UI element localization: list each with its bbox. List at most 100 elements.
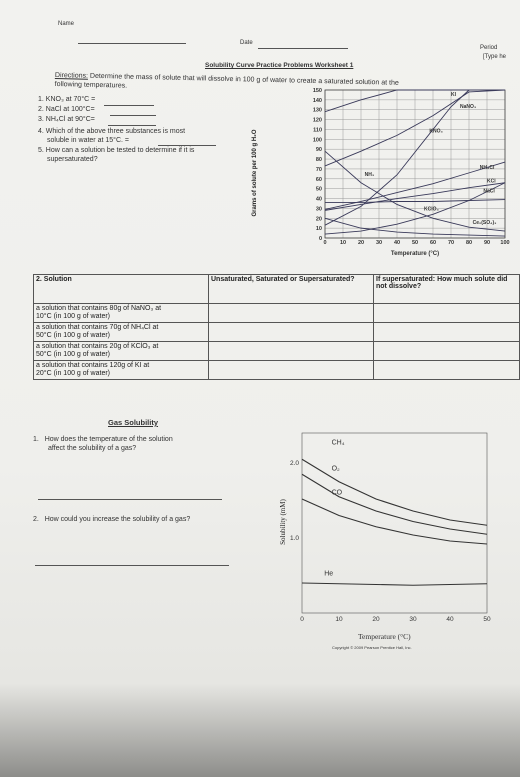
x-tick-label: 30 [376, 240, 382, 246]
series-line-kclo [324, 182, 506, 235]
answer-cell[interactable] [208, 360, 374, 380]
gas-solubility-chart: 1.0 2.0 0 10 20 30 40 50 CH₄ O₂ CO He [290, 432, 491, 623]
series-label-nacl: NaCl [483, 189, 495, 195]
y-tick-label: 150 [313, 88, 322, 94]
question-1: KNO₃ at 70°C = [45, 96, 96, 103]
answer-cell[interactable] [373, 322, 520, 342]
y-tick-label: 20 [316, 216, 322, 222]
table-cell-solution: a solution that contains 20g of KClO₃ at… [33, 341, 209, 361]
y-tick-label: 30 [316, 206, 322, 212]
x-tick-label: 70 [448, 240, 454, 246]
y-tick-label: 100 [313, 137, 322, 143]
date-blank [258, 48, 348, 49]
y-tick-label: 90 [316, 147, 322, 153]
series-label-co: CO [332, 490, 343, 497]
y-tick-label: 70 [316, 167, 322, 173]
series-label-ce-so: Ce₂(SO₄)₃ [473, 220, 498, 226]
x-axis-label: Temperature (°C) [391, 251, 439, 257]
table-row: a solution that contains 70g of NH₄Cl at… [33, 322, 520, 342]
x-tick-label: 50 [412, 240, 418, 246]
answer-blank-1 [104, 105, 154, 106]
directions-label: Directions: [54, 72, 89, 80]
series-label-kcl: KCl [487, 179, 496, 185]
x-tick-label: 100 [500, 240, 509, 246]
type-label: [Type he [483, 54, 507, 60]
name-blank [78, 43, 186, 44]
series-line-ch [301, 458, 488, 526]
series-label-kclo: KClO₃ [424, 206, 440, 212]
question-3: NH₄Cl at 90°C= [45, 116, 95, 123]
answer-blank-3 [108, 125, 156, 126]
series-line-nacl [325, 199, 506, 203]
y-tick-label: 2.0 [290, 460, 299, 467]
question-2: NaCl at 100°C= [45, 106, 95, 113]
gas-answer-blank-1[interactable] [38, 499, 222, 500]
table-row: a solution that contains 80g of NaNO₃ at… [33, 303, 520, 323]
series-label-ch: CH₄ [332, 439, 345, 446]
table-row: a solution that contains 120g of KI at 20… [33, 360, 520, 380]
date-label: Date [240, 40, 253, 46]
series-label-nh-cl: NH₄Cl [480, 165, 495, 171]
series-line-nano [324, 89, 506, 167]
gas-answer-blank-2[interactable] [35, 565, 229, 566]
table-cell-solution: a solution that contains 80g of NaNO₃ at… [33, 303, 209, 323]
solution-table: 2. Solution Unsaturated, Saturated or Su… [33, 274, 520, 380]
answer-cell[interactable] [208, 341, 374, 361]
answer-blank-4 [158, 145, 216, 146]
y-tick-label: 10 [316, 226, 322, 232]
x-tick-label: 10 [340, 240, 346, 246]
series-label-he: He [324, 571, 333, 578]
answer-cell[interactable] [373, 303, 520, 323]
y-tick-label: 60 [316, 177, 322, 183]
table-cell-solution: a solution that contains 120g of KI at 20… [33, 360, 209, 380]
y-tick-label: 40 [316, 197, 322, 203]
table-header-excess: If supersaturated: How much solute did n… [373, 274, 520, 304]
name-label: Name [58, 21, 75, 27]
series-label-nh: NH₃ [365, 172, 375, 178]
gas-question-1: 1. How does the temperature of the solut… [33, 436, 173, 443]
table-row: a solution that contains 20g of KClO₃ at… [33, 341, 520, 361]
question-5: How can a solution be tested to determin… [45, 147, 195, 154]
answer-cell[interactable] [373, 360, 520, 380]
y-tick-label: 80 [316, 157, 322, 163]
y-tick-label: 1.0 [290, 535, 299, 542]
gas-question-2: 2. How could you increase the solubility… [33, 516, 191, 523]
y-tick-label: 50 [316, 187, 322, 193]
gas-section-title: Gas Solubility [108, 418, 159, 427]
series-label-nano: NaNO₃ [460, 104, 477, 110]
plot-frame [301, 432, 488, 614]
gas-question-1-line-2: affect the solubility of a gas? [48, 445, 137, 452]
x-tick-label: 30 [409, 616, 417, 623]
table-header-row: 2. Solution Unsaturated, Saturated or Su… [33, 274, 520, 304]
x-tick-label: 40 [394, 240, 400, 246]
table-header-saturation: Unsaturated, Saturated or Supersaturated… [208, 274, 374, 304]
series-line-nh [324, 150, 506, 232]
question-4-line-2: soluble in water at 15°C. = [47, 137, 129, 144]
chart1-ylabel: Grams of solute per 100 g H₂O [252, 129, 258, 217]
y-tick-label: 140 [313, 98, 322, 104]
chart2-xlabel: Temperature (°C) [358, 632, 411, 641]
answer-cell[interactable] [373, 341, 520, 361]
series-line-o [301, 473, 488, 535]
answer-cell[interactable] [208, 303, 374, 323]
y-tick-label: 0 [319, 236, 322, 242]
table-cell-solution: a solution that contains 70g of NH₄Cl at… [33, 322, 209, 342]
series-line-ce-so [324, 217, 506, 237]
answer-cell[interactable] [208, 322, 374, 342]
series-label-kno: KNO₃ [429, 128, 443, 134]
y-tick-label: 120 [313, 118, 322, 124]
x-tick-label: 40 [446, 616, 454, 623]
question-4: Which of the above three substances is m… [45, 128, 186, 135]
x-tick-label: 10 [335, 616, 343, 623]
series-line-co [301, 498, 488, 545]
y-tick-label: 130 [313, 108, 322, 114]
y-tick-label: 110 [313, 127, 322, 133]
x-tick-label: 50 [483, 616, 491, 623]
question-5-line-2: supersaturated? [47, 156, 98, 163]
x-tick-label: 20 [372, 616, 380, 623]
chart2-copyright: Copyright © 2009 Pearson Prentice Hall, … [332, 645, 412, 650]
answer-blank-2 [110, 115, 156, 116]
table-header-solution: 2. Solution [33, 274, 209, 304]
directions-text-2: following temperatures. [54, 80, 128, 90]
